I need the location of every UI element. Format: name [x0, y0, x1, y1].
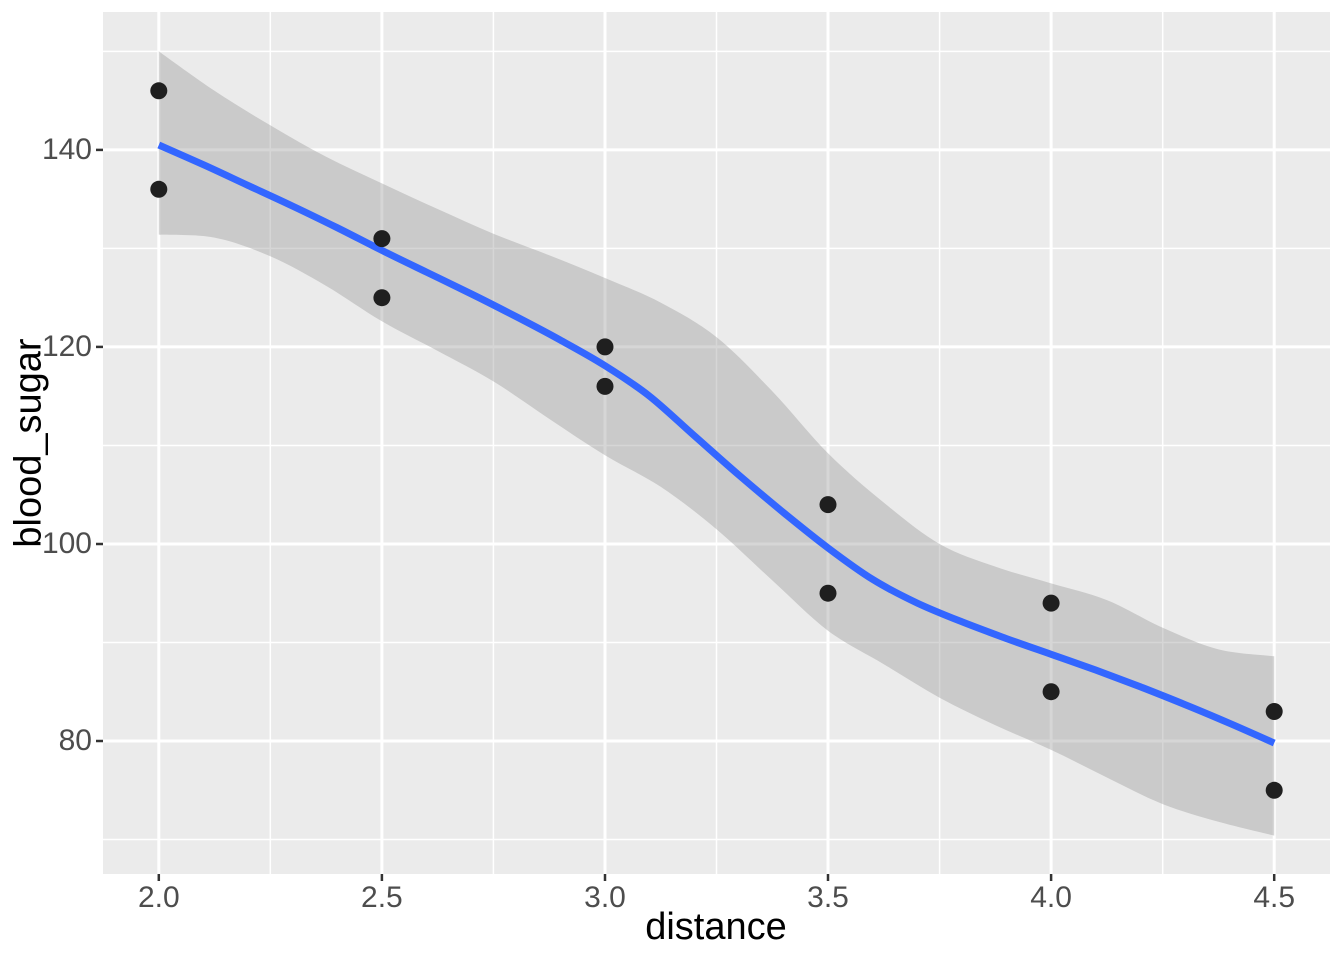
data-point — [373, 289, 391, 307]
x-axis-title: distance — [645, 906, 787, 948]
confidence-band — [158, 51, 1275, 836]
x-tick-label: 4.5 — [1253, 881, 1296, 914]
y-tick-label: 140 — [41, 132, 92, 166]
y-axis-title: blood_sugar — [7, 338, 50, 548]
data-point — [1042, 594, 1060, 612]
x-tick-label: 3.5 — [807, 881, 849, 914]
y-tick-label: 120 — [41, 329, 92, 363]
x-tick-label: 4.0 — [1030, 881, 1072, 914]
y-tick-label: 80 — [58, 724, 92, 757]
data-point — [819, 584, 837, 602]
data-point — [596, 338, 614, 356]
y-tick-label: 100 — [41, 527, 92, 560]
smooth-line — [157, 141, 1276, 747]
data-point — [150, 180, 168, 198]
data-point — [1265, 781, 1283, 799]
x-tick-label: 2.0 — [137, 881, 180, 914]
data-point — [819, 496, 837, 514]
x-tick-label: 2.5 — [361, 881, 403, 914]
data-point — [596, 377, 614, 395]
data-point — [373, 230, 391, 248]
data-point — [150, 82, 168, 100]
data-point — [1042, 683, 1060, 701]
x-tick-label: 3.0 — [584, 881, 626, 914]
data-point — [1265, 703, 1283, 720]
